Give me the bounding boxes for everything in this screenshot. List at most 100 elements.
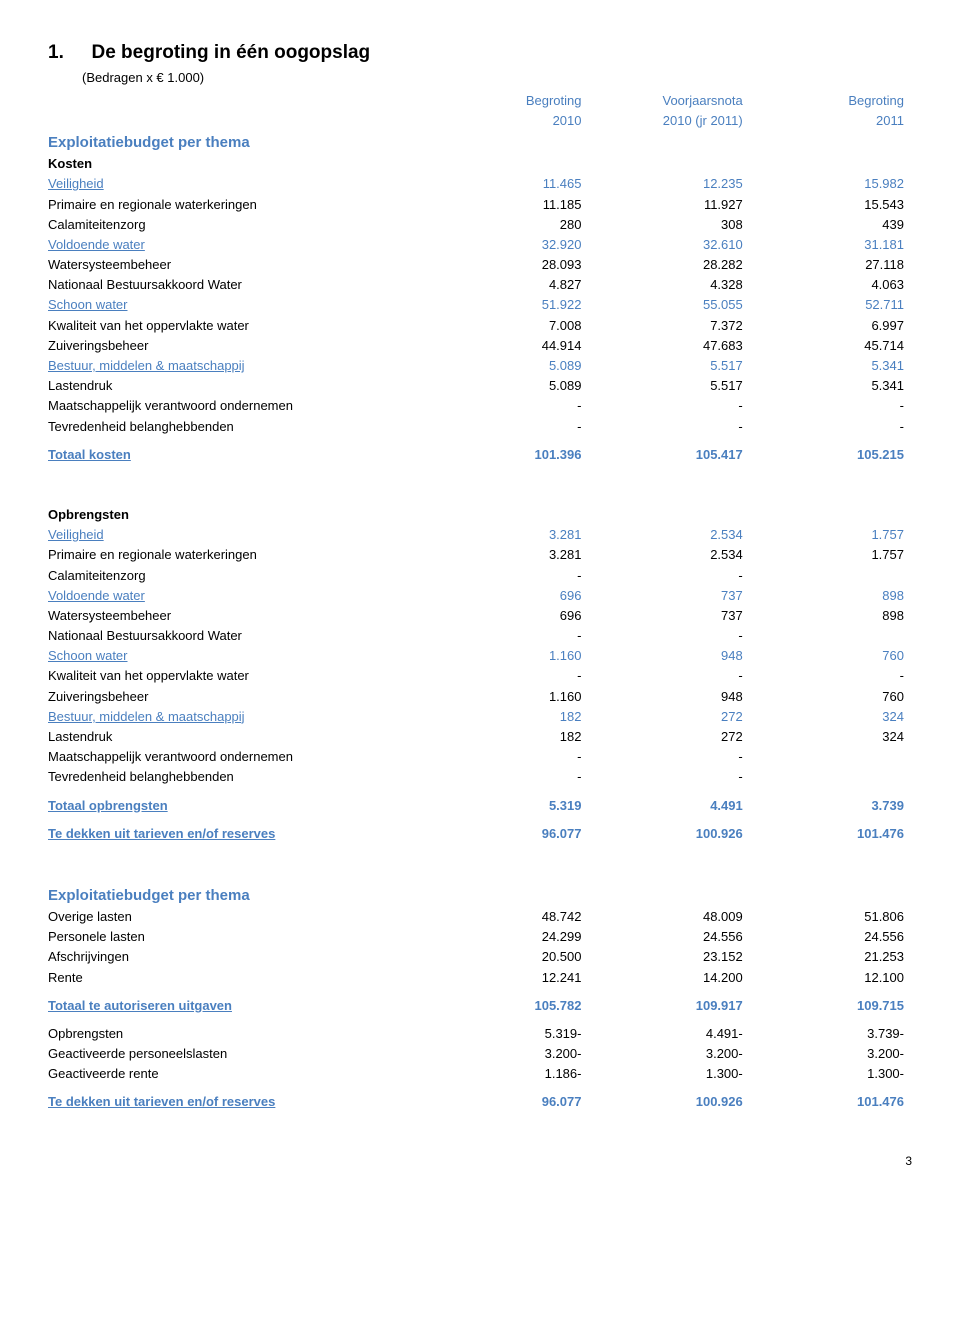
row-value: 3.200-	[751, 1044, 912, 1064]
row-value: 21.253	[751, 947, 912, 967]
row-value: 6.997	[751, 316, 912, 336]
heading-number: 1.	[48, 42, 64, 63]
table-row: Kwaliteit van het oppervlakte water7.008…	[48, 316, 912, 336]
row-value: 28.282	[589, 255, 750, 275]
table-row: Kwaliteit van het oppervlakte water---	[48, 666, 912, 686]
row-value: 272	[589, 707, 750, 727]
row-value: 4.827	[428, 275, 589, 295]
row-value: 3.200-	[428, 1044, 589, 1064]
totaal-kosten-c3: 105.215	[751, 445, 912, 465]
row-value: -	[428, 566, 589, 586]
row-label: Watersysteembeheer	[48, 255, 428, 275]
row-value: 898	[751, 606, 912, 626]
row-value: 737	[589, 586, 750, 606]
section2-title: Exploitatiebudget per thema	[48, 884, 428, 907]
row-value: 47.683	[589, 336, 750, 356]
row-label: Kwaliteit van het oppervlakte water	[48, 666, 428, 686]
table-row: Nationaal Bestuursakkoord Water--	[48, 626, 912, 646]
row-value: 31.181	[751, 235, 912, 255]
row-value: 11.185	[428, 195, 589, 215]
row-value: 20.500	[428, 947, 589, 967]
row-value: 1.186-	[428, 1064, 589, 1084]
te-dekken-row: Te dekken uit tarieven en/of reserves 96…	[48, 824, 912, 844]
table-row: Bestuur, middelen & maatschappij18227232…	[48, 707, 912, 727]
row-value: 1.757	[751, 525, 912, 545]
row-value: 7.372	[589, 316, 750, 336]
table-row: Geactiveerde rente1.186-1.300-1.300-	[48, 1064, 912, 1084]
section1-title-row: Exploitatiebudget per thema	[48, 131, 912, 154]
row-value: 182	[428, 707, 589, 727]
row-value: 2.534	[589, 545, 750, 565]
row-label: Afschrijvingen	[48, 947, 428, 967]
row-value: 12.100	[751, 968, 912, 988]
table-row: Veiligheid11.46512.23515.982	[48, 174, 912, 194]
row-label: Maatschappelijk verantwoord ondernemen	[48, 396, 428, 416]
totaal-kosten-label: Totaal kosten	[48, 445, 428, 465]
row-value: 52.711	[751, 295, 912, 315]
row-value: 15.543	[751, 195, 912, 215]
te-dekken-c3: 101.476	[751, 824, 912, 844]
table-row: Lastendruk5.0895.5175.341	[48, 376, 912, 396]
table-row: Primaire en regionale waterkeringen11.18…	[48, 195, 912, 215]
row-value: 12.241	[428, 968, 589, 988]
row-value: 760	[751, 687, 912, 707]
table-row: Voldoende water696737898	[48, 586, 912, 606]
table-row: Bestuur, middelen & maatschappij5.0895.5…	[48, 356, 912, 376]
heading-title: De begroting in één oogopslag	[91, 42, 370, 63]
row-label: Zuiveringsbeheer	[48, 336, 428, 356]
row-value: 44.914	[428, 336, 589, 356]
row-label: Opbrengsten	[48, 1024, 428, 1044]
row-label: Primaire en regionale waterkeringen	[48, 545, 428, 565]
row-label: Lastendruk	[48, 376, 428, 396]
row-value: -	[751, 417, 912, 437]
row-label: Primaire en regionale waterkeringen	[48, 195, 428, 215]
kosten-label: Kosten	[48, 154, 428, 174]
te-dekken2-c1: 96.077	[428, 1092, 589, 1112]
table-row: Maatschappelijk verantwoord ondernemen--…	[48, 396, 912, 416]
te-dekken-label: Te dekken uit tarieven en/of reserves	[48, 824, 428, 844]
row-value: 182	[428, 727, 589, 747]
row-value: 4.063	[751, 275, 912, 295]
col-header-2a: Voorjaarsnota	[589, 91, 750, 111]
te-dekken2-c3: 101.476	[751, 1092, 912, 1112]
opbrengsten-header-row: Opbrengsten	[48, 505, 912, 525]
row-value: 51.806	[751, 907, 912, 927]
row-value: 24.299	[428, 927, 589, 947]
totaal-opbrengsten-c2: 4.491	[589, 796, 750, 816]
row-value: 696	[428, 586, 589, 606]
table-row: Maatschappelijk verantwoord ondernemen--	[48, 747, 912, 767]
te-dekken-c1: 96.077	[428, 824, 589, 844]
row-value: -	[589, 666, 750, 686]
col-header-3b: 2011	[751, 111, 912, 131]
table-row: Schoon water1.160948760	[48, 646, 912, 666]
row-label: Veiligheid	[48, 174, 428, 194]
section2-title-row: Exploitatiebudget per thema	[48, 884, 912, 907]
section1-title: Exploitatiebudget per thema	[48, 131, 428, 154]
table-row: Zuiveringsbeheer1.160948760	[48, 687, 912, 707]
row-label: Schoon water	[48, 295, 428, 315]
col-header-3a: Begroting	[751, 91, 912, 111]
row-value: -	[751, 666, 912, 686]
table-row: Calamiteitenzorg280308439	[48, 215, 912, 235]
row-label: Geactiveerde personeelslasten	[48, 1044, 428, 1064]
te-dekken2-label: Te dekken uit tarieven en/of reserves	[48, 1092, 428, 1112]
totaal-uitgaven-label: Totaal te autoriseren uitgaven	[48, 996, 428, 1016]
row-value: -	[428, 417, 589, 437]
row-value	[751, 566, 912, 586]
row-value: -	[751, 396, 912, 416]
row-value: 24.556	[589, 927, 750, 947]
totaal-opbrengsten-c1: 5.319	[428, 796, 589, 816]
row-label: Calamiteitenzorg	[48, 566, 428, 586]
te-dekken-c2: 100.926	[589, 824, 750, 844]
row-value: 737	[589, 606, 750, 626]
totaal-uitgaven-c3: 109.715	[751, 996, 912, 1016]
totaal-uitgaven-c2: 109.917	[589, 996, 750, 1016]
column-header-row-1: Begroting Voorjaarsnota Begroting	[48, 91, 912, 111]
row-value: 439	[751, 215, 912, 235]
table-row: Opbrengsten5.319-4.491-3.739-	[48, 1024, 912, 1044]
row-label: Lastendruk	[48, 727, 428, 747]
table-row: Geactiveerde personeelslasten3.200-3.200…	[48, 1044, 912, 1064]
row-value: 5.517	[589, 356, 750, 376]
row-value: -	[589, 767, 750, 787]
row-label: Tevredenheid belanghebbenden	[48, 767, 428, 787]
